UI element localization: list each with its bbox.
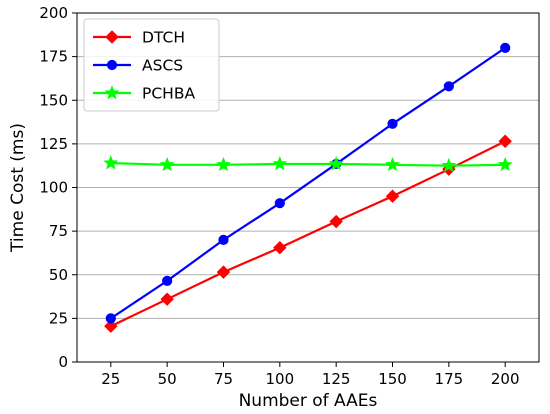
- data-point-pchba: [441, 157, 457, 173]
- series-line-dtch: [110, 140, 506, 328]
- data-point-pchba: [215, 156, 231, 172]
- data-point-pchba: [272, 156, 288, 171]
- x-tick-label: 150: [378, 370, 407, 388]
- data-point-dtch: [104, 319, 118, 333]
- legend-marker: [106, 59, 118, 71]
- data-point-dtch: [273, 240, 287, 255]
- data-point-pchba: [328, 156, 344, 171]
- data-point-ascs: [500, 42, 511, 54]
- y-tick-label: 175: [39, 48, 68, 66]
- data-point-ascs: [274, 198, 285, 209]
- legend-marker: [104, 85, 120, 100]
- data-point-ascs: [443, 81, 454, 92]
- legend-box: [83, 18, 220, 112]
- data-point-pchba: [497, 156, 513, 172]
- series-dtch: [104, 134, 512, 333]
- x-tick-label: 25: [101, 370, 120, 388]
- legend-label: PCHBA: [142, 85, 195, 103]
- data-point-pchba: [103, 155, 119, 170]
- data-point-ascs: [387, 118, 398, 129]
- x-axis-label: Number of AAEs: [239, 391, 378, 411]
- y-axis-label: Time Cost (ms): [8, 123, 28, 253]
- y-tick-label: 200: [39, 4, 68, 22]
- legend-item-ascs: ASCS: [93, 57, 183, 75]
- x-tick-label: 100: [266, 370, 295, 388]
- axis-ticks: 0 25 50 75 100 125 150 175 200 25 50 75 100 125 150 175…: [39, 4, 519, 388]
- series-line-ascs: [110, 46, 506, 320]
- y-tick-label: 125: [39, 135, 68, 153]
- legend: DTCH ASCS PCHBA: [83, 18, 220, 112]
- x-tick-label: 175: [435, 370, 464, 388]
- legend-label: ASCS: [142, 57, 183, 75]
- series-lines: [103, 42, 513, 333]
- legend-item-pchba: PCHBA: [93, 85, 195, 103]
- y-tick-label: 100: [39, 179, 68, 197]
- data-point-dtch: [385, 189, 400, 203]
- series-pchba: [103, 155, 513, 173]
- legend-label: DTCH: [142, 29, 185, 47]
- x-tick-label: 50: [158, 370, 177, 388]
- x-tick-label: 200: [491, 370, 520, 388]
- data-point-ascs: [105, 313, 116, 324]
- y-tick-label: 25: [49, 309, 68, 327]
- data-point-dtch: [329, 214, 343, 229]
- x-tick-label: 75: [214, 370, 233, 388]
- x-tick-label: 125: [322, 370, 351, 388]
- y-tick-label: 75: [49, 222, 68, 240]
- data-point-ascs: [162, 275, 173, 286]
- series-line-pchba: [110, 161, 506, 167]
- legend-marker: [105, 30, 119, 44]
- data-point-dtch: [498, 134, 512, 148]
- data-point-dtch: [216, 265, 231, 279]
- y-tick-label: 0: [58, 353, 68, 371]
- data-point-dtch: [160, 292, 174, 306]
- data-point-ascs: [218, 234, 229, 245]
- data-point-pchba: [385, 156, 401, 172]
- y-tick-label: 50: [49, 266, 68, 284]
- data-point-pchba: [159, 156, 175, 172]
- legend-item-dtch: DTCH: [93, 29, 185, 47]
- y-tick-label: 150: [39, 91, 68, 109]
- series-ascs: [105, 42, 511, 324]
